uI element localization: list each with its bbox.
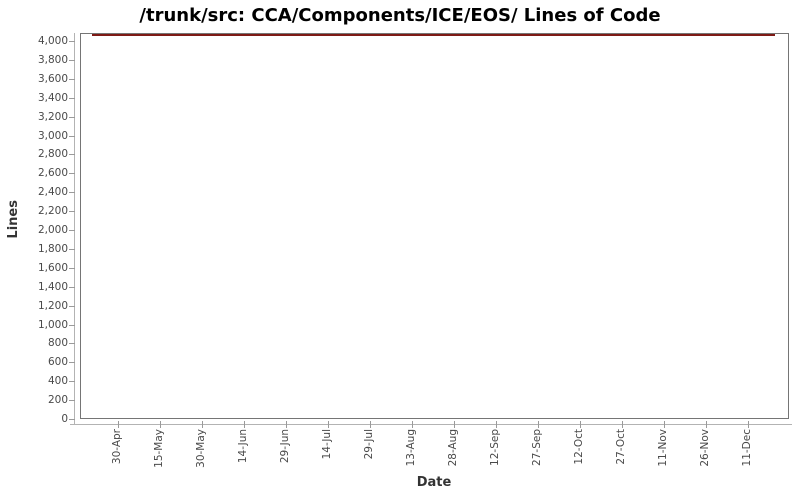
y-tick-mark bbox=[69, 305, 75, 307]
y-tick-label: 4,000 bbox=[37, 35, 68, 47]
x-tick-label: 27-Sep bbox=[531, 429, 543, 466]
x-tick-mark bbox=[748, 421, 749, 428]
series-line-lines-of-code bbox=[92, 33, 775, 36]
x-tick-label: 13-Aug bbox=[405, 429, 417, 467]
y-tick-label: 2,000 bbox=[37, 224, 68, 236]
y-tick-mark bbox=[69, 400, 75, 402]
x-tick-mark bbox=[622, 421, 623, 428]
y-tick-mark bbox=[69, 154, 75, 156]
x-tick-label: 14-Jun bbox=[237, 429, 249, 464]
y-tick-mark bbox=[69, 381, 75, 383]
x-tick-label: 30-Apr bbox=[111, 429, 123, 465]
x-tick-label: 28-Aug bbox=[447, 429, 459, 467]
y-tick-mark bbox=[69, 173, 75, 175]
y-tick-label: 3,200 bbox=[37, 110, 68, 123]
y-tick-label: 400 bbox=[47, 375, 68, 388]
y-tick-label: 2,800 bbox=[37, 148, 68, 161]
x-tick-mark bbox=[370, 421, 371, 428]
y-tick-label: 1,000 bbox=[37, 318, 68, 331]
x-tick-mark bbox=[496, 421, 497, 428]
y-tick-mark bbox=[69, 211, 75, 213]
y-tick-mark bbox=[69, 419, 75, 420]
x-tick-label: 29-Jun bbox=[279, 429, 291, 464]
x-tick-mark bbox=[454, 421, 455, 428]
y-tick-label: 200 bbox=[47, 394, 68, 407]
y-tick-label: 2,600 bbox=[37, 167, 68, 180]
y-tick-label: 1,200 bbox=[37, 299, 68, 312]
x-tick-label: 29-Jul bbox=[363, 429, 375, 460]
x-tick-mark bbox=[664, 421, 665, 428]
y-tick-label: 3,600 bbox=[37, 72, 68, 85]
y-tick-mark bbox=[69, 78, 75, 80]
x-tick-label: 12-Oct bbox=[573, 429, 585, 465]
x-axis-title: Date bbox=[416, 475, 452, 490]
y-tick-mark bbox=[69, 362, 75, 364]
y-tick-label: 2,400 bbox=[37, 186, 68, 199]
y-tick-label: 2,200 bbox=[37, 205, 68, 218]
y-tick-mark bbox=[69, 324, 75, 326]
x-tick-mark bbox=[412, 421, 413, 428]
y-tick-mark bbox=[69, 192, 75, 194]
x-tick-label: 30-May bbox=[195, 429, 207, 468]
y-axis-line bbox=[74, 33, 75, 425]
x-axis-line bbox=[70, 424, 792, 425]
y-tick-label: 1,600 bbox=[37, 261, 68, 274]
x-tick-mark bbox=[580, 421, 581, 428]
x-tick-mark bbox=[244, 421, 245, 428]
y-tick-label: 1,800 bbox=[37, 242, 68, 255]
y-tick-mark bbox=[69, 230, 75, 231]
x-tick-mark bbox=[286, 421, 287, 428]
x-tick-mark bbox=[538, 421, 539, 428]
y-axis-title: Lines bbox=[6, 200, 21, 239]
y-tick-label: 3,400 bbox=[37, 91, 68, 104]
x-tick-label: 12-Sep bbox=[489, 429, 501, 466]
y-tick-label: 0 bbox=[61, 413, 68, 425]
y-tick-mark bbox=[69, 135, 75, 137]
plot-area bbox=[80, 33, 789, 419]
y-tick-mark bbox=[69, 41, 75, 42]
y-tick-mark bbox=[69, 343, 75, 345]
y-tick-mark bbox=[69, 116, 75, 118]
x-tick-mark bbox=[160, 421, 161, 428]
y-tick-label: 3,800 bbox=[37, 53, 68, 66]
y-tick-mark bbox=[69, 59, 75, 61]
x-tick-label: 11-Dec bbox=[741, 429, 753, 467]
y-tick-label: 1,400 bbox=[37, 280, 68, 293]
y-tick-label: 600 bbox=[47, 356, 68, 369]
y-tick-label: 3,000 bbox=[37, 129, 68, 142]
y-tick-mark bbox=[69, 267, 75, 269]
x-tick-mark bbox=[328, 421, 329, 428]
y-tick-mark bbox=[69, 248, 75, 250]
x-tick-label: 14-Jul bbox=[321, 429, 333, 460]
x-tick-label: 11-Nov bbox=[657, 429, 669, 467]
x-tick-label: 15-May bbox=[153, 429, 165, 468]
y-tick-mark bbox=[69, 97, 75, 99]
x-tick-mark bbox=[118, 421, 119, 428]
y-tick-label: 800 bbox=[47, 337, 68, 350]
chart-title: /trunk/src: CCA/Components/ICE/EOS/ Line… bbox=[139, 5, 661, 26]
y-tick-mark bbox=[69, 286, 75, 288]
x-tick-label: 26-Nov bbox=[699, 429, 711, 467]
x-tick-mark bbox=[706, 421, 707, 428]
x-tick-mark bbox=[202, 421, 203, 428]
x-tick-label: 27-Oct bbox=[615, 429, 627, 465]
